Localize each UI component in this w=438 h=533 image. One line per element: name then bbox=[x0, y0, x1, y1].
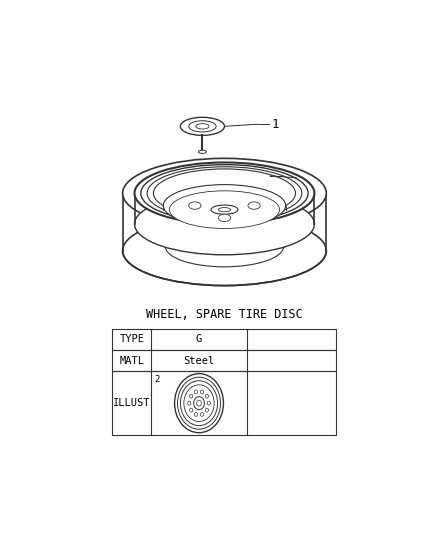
Bar bbox=[113, 350, 336, 372]
Ellipse shape bbox=[248, 202, 260, 209]
Ellipse shape bbox=[141, 165, 308, 222]
Ellipse shape bbox=[166, 227, 283, 267]
Ellipse shape bbox=[184, 385, 214, 422]
Ellipse shape bbox=[189, 202, 201, 209]
Ellipse shape bbox=[180, 381, 218, 426]
Bar bbox=[113, 329, 336, 350]
Ellipse shape bbox=[196, 124, 209, 129]
Ellipse shape bbox=[170, 191, 279, 229]
Ellipse shape bbox=[180, 117, 225, 135]
Bar bbox=[113, 372, 336, 435]
Ellipse shape bbox=[123, 158, 326, 228]
Ellipse shape bbox=[166, 173, 283, 214]
Ellipse shape bbox=[194, 397, 205, 410]
Text: 2: 2 bbox=[154, 375, 159, 384]
Text: 1: 1 bbox=[272, 118, 279, 131]
Ellipse shape bbox=[205, 408, 208, 412]
Text: 2: 2 bbox=[286, 169, 293, 182]
Text: ILLUST: ILLUST bbox=[113, 398, 151, 408]
Ellipse shape bbox=[197, 400, 201, 406]
Text: Steel: Steel bbox=[184, 356, 215, 366]
Ellipse shape bbox=[219, 214, 230, 222]
Ellipse shape bbox=[198, 150, 206, 154]
Ellipse shape bbox=[189, 121, 216, 132]
Ellipse shape bbox=[201, 413, 204, 416]
Ellipse shape bbox=[175, 374, 223, 433]
Ellipse shape bbox=[211, 205, 238, 214]
Text: G: G bbox=[196, 334, 202, 344]
Ellipse shape bbox=[190, 394, 193, 398]
Text: TYPE: TYPE bbox=[120, 334, 145, 344]
Ellipse shape bbox=[153, 169, 296, 217]
Ellipse shape bbox=[201, 390, 204, 394]
Ellipse shape bbox=[147, 167, 302, 220]
Ellipse shape bbox=[190, 408, 193, 412]
Ellipse shape bbox=[207, 401, 210, 405]
Ellipse shape bbox=[205, 394, 208, 398]
Ellipse shape bbox=[163, 184, 286, 227]
Ellipse shape bbox=[177, 377, 220, 429]
Ellipse shape bbox=[194, 413, 198, 416]
Ellipse shape bbox=[194, 390, 198, 394]
Ellipse shape bbox=[134, 163, 314, 224]
Ellipse shape bbox=[187, 401, 191, 405]
Text: MATL: MATL bbox=[120, 356, 145, 366]
Text: WHEEL, SPARE TIRE DISC: WHEEL, SPARE TIRE DISC bbox=[146, 308, 303, 321]
Ellipse shape bbox=[123, 216, 326, 286]
Ellipse shape bbox=[219, 207, 230, 212]
Ellipse shape bbox=[134, 193, 314, 255]
